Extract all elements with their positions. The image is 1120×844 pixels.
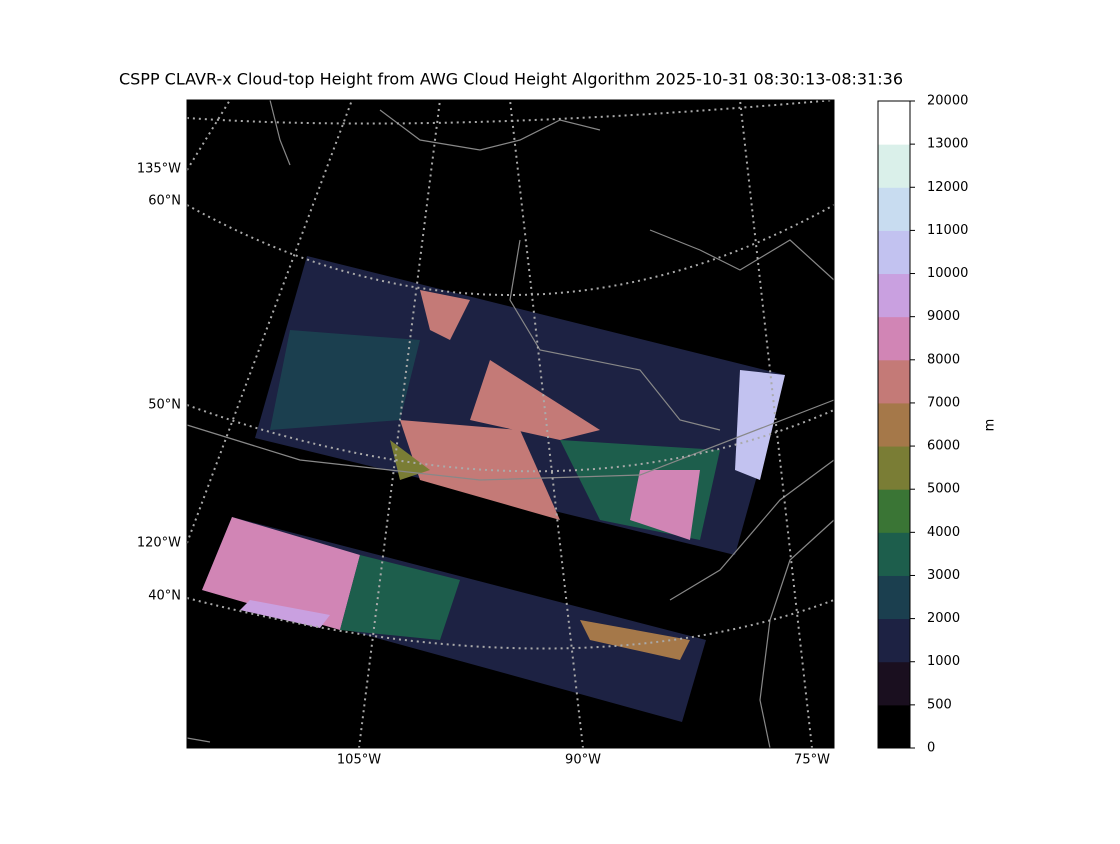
- colorbar-tick-label: 12000: [927, 180, 968, 195]
- colorbar-frame: [877, 100, 911, 749]
- colorbar-tick-label: 0: [927, 741, 935, 756]
- colorbar-tick-label: 2000: [927, 611, 960, 626]
- colorbar-bin: [878, 704, 910, 749]
- colorbar-label: m: [983, 419, 998, 432]
- colorbar-bin: [878, 575, 910, 620]
- lon-label: 75°W: [794, 753, 830, 768]
- lon-label: 135°W: [137, 162, 181, 177]
- colorbar-bin: [878, 618, 910, 663]
- colorbar-tick-label: 7000: [927, 395, 960, 410]
- colorbar-tick-label: 20000: [927, 94, 968, 109]
- colorbar-bin: [878, 316, 910, 361]
- colorbar-tick-label: 8000: [927, 352, 960, 367]
- colorbar-bin: [878, 489, 910, 533]
- lat-label: 60°N: [148, 194, 181, 209]
- colorbar-tick-label: 6000: [927, 439, 960, 454]
- swath-south: [202, 517, 706, 722]
- colorbar-tick-label: 10000: [927, 266, 968, 281]
- colorbar-bin: [878, 144, 910, 188]
- colorbar-tick-label: 5000: [927, 482, 960, 497]
- colorbar-tick-label: 9000: [927, 309, 960, 324]
- colorbar-tick-label: 11000: [927, 223, 968, 238]
- colorbar-bin: [878, 446, 910, 490]
- colorbar-tick-label: 13000: [927, 137, 968, 152]
- colorbar-bin: [878, 359, 910, 404]
- lon-label: 120°W: [137, 536, 181, 551]
- colorbar-bin: [878, 101, 910, 145]
- colorbar-bin: [878, 661, 910, 706]
- graticule: [186, 99, 835, 749]
- colorbar-bin: [878, 273, 910, 318]
- map-frame: [186, 99, 835, 749]
- lon-label: 105°W: [337, 753, 381, 768]
- colorbar-bin: [878, 402, 910, 447]
- colorbar-bin: [878, 532, 910, 576]
- lon-label: 90°W: [565, 753, 601, 768]
- colorbar-tick-label: 500: [927, 697, 952, 712]
- colorbar-bin: [878, 230, 910, 275]
- colorbar-tick-label: 3000: [927, 568, 960, 583]
- title: CSPP CLAVR-x Cloud-top Height from AWG C…: [119, 70, 903, 89]
- swath-north: [255, 256, 785, 555]
- lat-label: 50°N: [148, 398, 181, 413]
- colorbar-bin: [878, 187, 910, 231]
- colorbar-tick-label: 4000: [927, 525, 960, 540]
- colorbar-tick-label: 1000: [927, 654, 960, 669]
- lat-label: 40°N: [148, 589, 181, 604]
